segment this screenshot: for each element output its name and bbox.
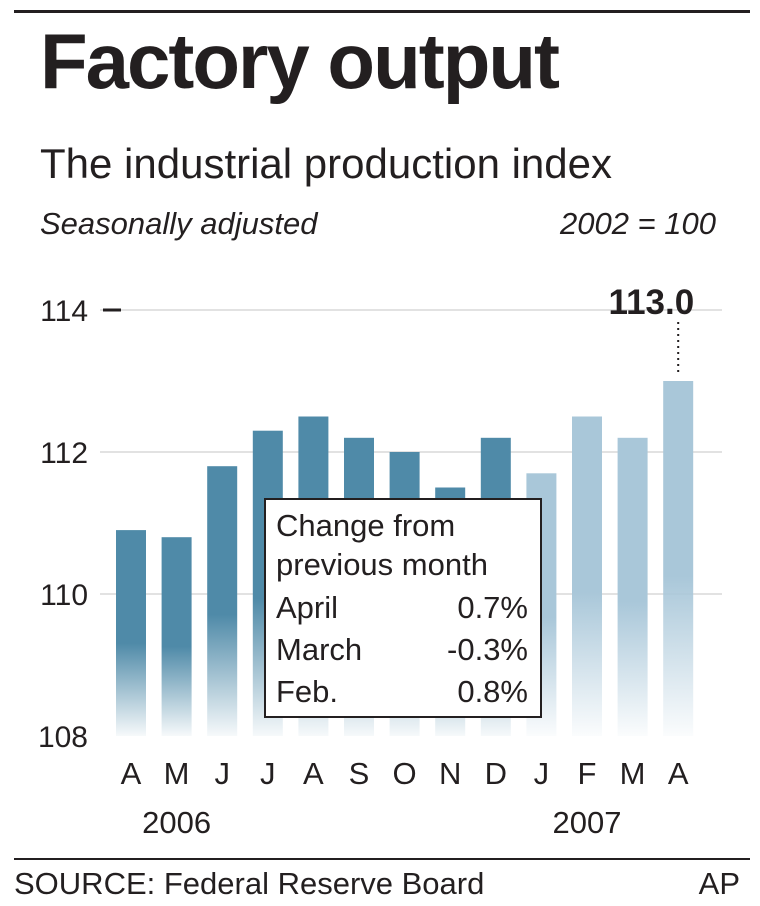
legend-row-value: -0.3% (447, 632, 528, 667)
legend-row-label: March (276, 632, 363, 667)
x-tick-label: M (164, 756, 190, 791)
source-note: SOURCE: Federal Reserve Board (14, 866, 485, 901)
x-tick-label: A (303, 756, 324, 791)
change-legend: Change from previous month April 0.7% Ma… (264, 498, 542, 718)
legend-row-april: April 0.7% (276, 588, 528, 628)
year-label: 2006 (142, 805, 211, 840)
legend-row-march: March -0.3% (276, 630, 528, 670)
y-tick-label: 114 (40, 295, 88, 328)
adjustment-note: Seasonally adjusted (40, 206, 318, 241)
x-tick-label: D (485, 756, 507, 791)
top-rule (14, 10, 750, 13)
bar (161, 537, 192, 736)
chart-subtitle: The industrial production index (40, 140, 613, 187)
chart-title: Factory output (40, 17, 560, 105)
x-tick-label: J (260, 756, 276, 791)
legend-row-value: 0.7% (457, 590, 528, 625)
x-tick-label: A (121, 756, 142, 791)
x-tick-label: M (620, 756, 646, 791)
bottom-rule (14, 858, 750, 860)
legend-heading-line1: Change from (276, 508, 456, 543)
y-tick-label: 108 (38, 721, 88, 754)
x-tick-label: N (439, 756, 461, 791)
legend-row-value: 0.8% (457, 674, 528, 709)
year-label: 2007 (553, 805, 622, 840)
bar (572, 416, 602, 736)
legend-heading: Change from previous month (276, 506, 488, 584)
legend-row-feb: Feb. 0.8% (276, 672, 528, 712)
x-tick-label: S (349, 756, 370, 791)
callout-value: 113.0 (609, 283, 695, 322)
x-tick-label: A (668, 756, 689, 791)
x-tick-label: O (393, 756, 417, 791)
x-tick-label: F (578, 756, 597, 791)
y-tick-label: 110 (40, 579, 88, 612)
legend-heading-line2: previous month (276, 547, 488, 582)
bar (663, 381, 694, 736)
bar (617, 437, 648, 736)
bar (116, 530, 146, 736)
bar (207, 466, 238, 736)
x-tick-label: J (534, 756, 550, 791)
legend-row-label: Feb. (276, 674, 339, 709)
x-tick-label: J (214, 756, 230, 791)
y-tick-label: 112 (40, 437, 88, 470)
legend-row-label: April (276, 590, 339, 625)
base-year-note: 2002 = 100 (559, 206, 716, 241)
credit-note: AP (698, 866, 740, 901)
